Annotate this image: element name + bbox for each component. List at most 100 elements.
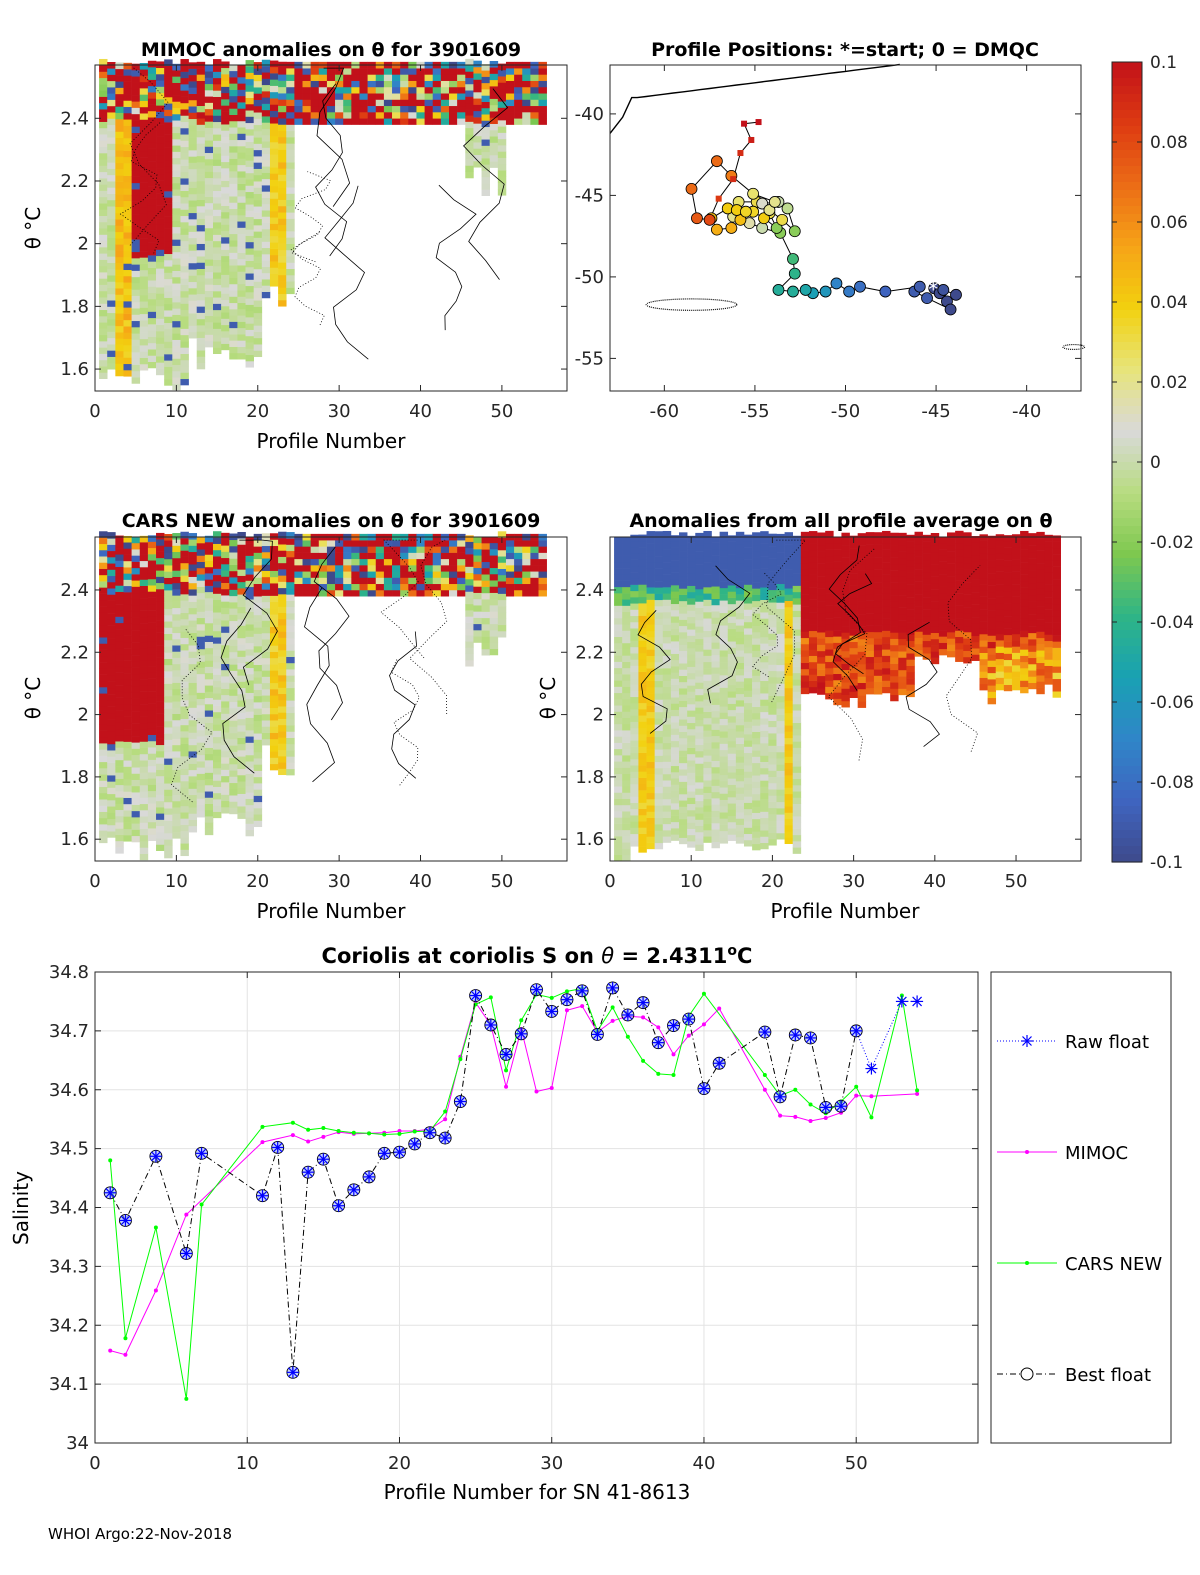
heatmap-cell [760,755,769,763]
heatmap-cell [99,215,108,223]
heatmap-cell [873,532,883,539]
heatmap-cell [335,80,344,88]
heatmap-cell [841,651,850,658]
heatmap-cell [123,288,132,296]
heatmap-cell [514,112,523,119]
heatmap-cell [131,555,141,562]
heatmap-cell [180,612,189,620]
heatmap-cell [139,778,149,786]
heatmap-cell [808,649,818,656]
heatmap-cell [760,711,769,719]
heatmap-cell [180,240,189,248]
colorbar-step [1112,614,1142,623]
heatmap-cell [776,558,785,566]
heatmap-cell [221,539,230,546]
heatmap-cell [302,577,311,585]
profile-dot [843,285,856,298]
heatmap-cell [833,592,842,600]
heatmap-cell [670,815,680,823]
heatmap-cell [687,747,696,755]
heatmap-cell [743,565,753,573]
heatmap-cell [131,704,141,712]
heatmap-cell [229,146,238,153]
heatmap-cell [614,611,623,619]
heatmap-cell [687,623,696,630]
heatmap-cell [229,701,238,709]
heatmap-cell [662,674,672,681]
heatmap-cell [229,258,238,266]
heatmap-cell [670,578,680,586]
heatmap-cell [703,568,712,575]
heatmap-cell [630,603,639,610]
heatmap-cell [196,68,206,75]
heatmap-cell [630,621,639,629]
heatmap-cell [269,745,279,752]
heatmap-cell [662,717,672,725]
heatmap-cell [622,630,631,637]
heatmap-cell [679,551,688,558]
heatmap-cell [687,834,696,842]
heatmap-cell [278,199,287,207]
heatmap-cell [115,125,124,132]
heatmap-cell [180,706,189,713]
heatmap-cell [172,533,181,540]
heatmap-cell [139,213,149,221]
heatmap-cell [237,352,246,360]
heatmap-cell [164,745,173,753]
heatmap-cell [465,585,474,592]
heatmap-cell [261,266,271,274]
heatmap-cell [188,225,198,232]
heatmap-cell [139,822,149,829]
heatmap-cell [196,281,206,288]
heatmap-cell [963,557,972,564]
heatmap-cell [670,647,680,654]
colorbar-step [1112,294,1142,303]
heatmap-cell [123,263,132,271]
heatmap-cell [213,128,222,135]
heatmap-cell [172,95,181,102]
heatmap-cell [630,777,639,785]
heatmap-cell [890,663,899,671]
heatmap-cell [213,115,222,123]
heatmap-cell [131,817,141,824]
heatmap-cell [237,265,246,272]
heatmap-cell [286,218,295,226]
heatmap-cell [695,676,704,683]
heatmap-cell [865,569,875,577]
heatmap-cell [196,574,206,581]
heatmap-cell [123,604,132,612]
heatmap-cell [172,595,181,602]
heatmap-cell [269,148,279,155]
heatmap-cell [808,587,818,594]
heatmap-cell [646,649,655,656]
heatmap-cell [286,124,295,132]
heatmap-cell [99,743,108,750]
heatmap-cell [638,553,647,560]
heatmap-cell [164,777,173,784]
heatmap-cell [188,99,198,107]
heatmap-cell [735,830,745,838]
heatmap-cell [841,595,850,602]
heatmap-cell [286,149,295,157]
profile-dot [950,288,962,301]
heatmap-cell [310,86,320,94]
heatmap-cell [131,829,141,837]
heatmap-cell [825,667,834,675]
heatmap-cell [654,531,664,538]
heatmap-cell [375,93,385,100]
heatmap-cell [857,545,867,553]
heatmap-cell [204,710,214,717]
heatmap-cell [196,667,206,675]
heatmap-cell [237,693,246,701]
heatmap-cell [221,142,230,150]
heatmap-cell [261,291,271,299]
colorbar-step [1112,774,1142,783]
heatmap-cell [768,820,777,827]
heatmap-cell [269,129,279,137]
heatmap-cell [245,779,254,787]
heatmap-cell [638,534,647,542]
heatmap-cell [164,140,173,148]
colorbar-step [1112,446,1142,455]
heatmap-cell [679,787,688,795]
heatmap-cell [670,796,680,804]
